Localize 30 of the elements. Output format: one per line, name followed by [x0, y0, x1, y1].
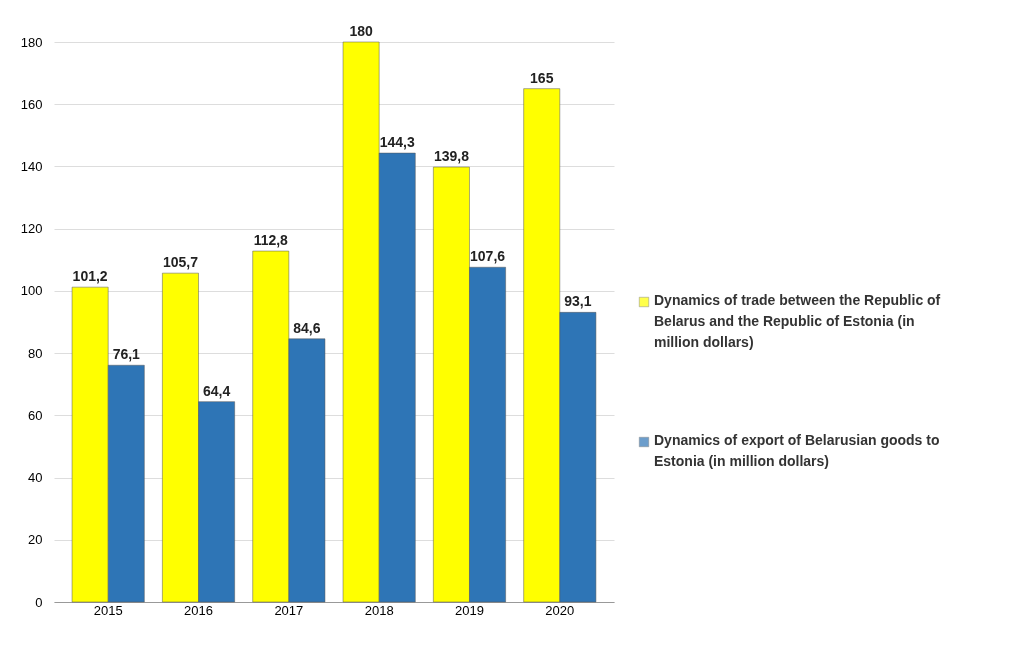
x-tick-label: 2020	[545, 602, 575, 618]
y-tick-label: 80	[28, 345, 43, 361]
x-tick-label: 2016	[184, 602, 213, 618]
y-tick-label: 40	[28, 470, 43, 486]
legend-label: Dynamics of export of Belarusian goods to Estonia (in million dollars)	[654, 432, 940, 469]
data-label: 107,6	[470, 248, 506, 265]
y-tick-label: 0	[35, 594, 43, 610]
y-tick-label: 120	[20, 221, 43, 237]
x-tick-label: 2018	[364, 602, 394, 618]
data-label: 180	[349, 23, 373, 39]
data-label: 139,8	[433, 148, 470, 165]
x-tick-label: 2017	[274, 602, 304, 618]
y-tick-label: 160	[20, 96, 43, 112]
legend-label: Dynamics of trade between the Republic of Belarus and the Republic of Estonia (in million dollars)	[654, 292, 941, 350]
data-label: 144,3	[379, 134, 415, 151]
y-tick-label: 100	[20, 283, 43, 299]
x-tick-label: 2015	[93, 602, 123, 618]
data-label: 76,1	[112, 346, 141, 363]
y-tick-label: 20	[28, 532, 43, 548]
data-label: 93,1	[564, 293, 592, 310]
data-label: 112,8	[253, 232, 289, 249]
data-label: 165	[530, 69, 554, 86]
data-label: 105,7	[162, 254, 199, 271]
y-tick-label: 180	[20, 34, 43, 50]
x-tick-label: 2019	[455, 602, 484, 618]
data-label: 64,4	[202, 382, 231, 399]
y-tick-label: 60	[28, 407, 43, 423]
data-label: 101,2	[72, 268, 108, 285]
y-tick-label: 140	[20, 158, 43, 174]
data-label: 84,6	[293, 319, 321, 336]
